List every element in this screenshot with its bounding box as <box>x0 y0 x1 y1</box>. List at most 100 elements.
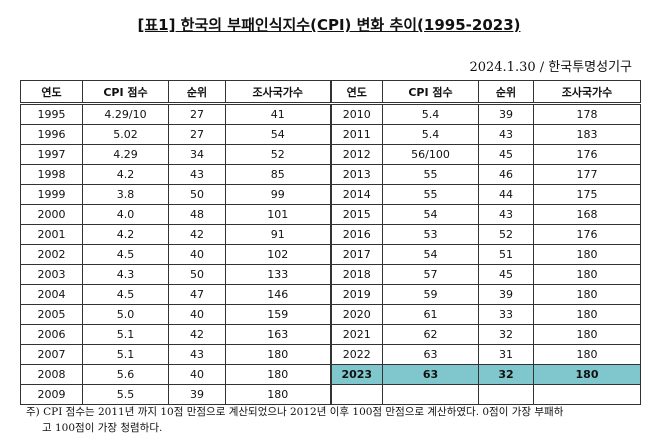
cell: 5.4 <box>382 103 479 125</box>
cell: 2007 <box>20 344 83 365</box>
cell: 1997 <box>20 144 83 165</box>
empty-cell <box>533 384 641 405</box>
cell: 2012 <box>329 144 383 165</box>
cell: 32 <box>478 324 534 345</box>
cell: 59 <box>382 284 479 305</box>
cell: 176 <box>533 144 641 165</box>
cell: 43 <box>478 204 534 225</box>
cell: 2004 <box>20 284 83 305</box>
cell: 180 <box>225 384 331 405</box>
empty-cell <box>478 384 534 405</box>
cell: 63 <box>382 364 479 385</box>
header-row: 연도 CPI 점수 순위 조사국가수 연도 CPI 점수 순위 조사국가수 <box>20 80 641 105</box>
cell: 2000 <box>20 204 83 225</box>
table-row: 2001 4.2 42 91 2016 53 52 176 <box>20 224 641 245</box>
cell: 133 <box>225 264 331 285</box>
cell: 178 <box>533 103 641 125</box>
cell: 2009 <box>20 384 83 405</box>
cell: 2013 <box>329 164 383 185</box>
cell: 57 <box>382 264 479 285</box>
cell: 63 <box>382 344 479 365</box>
cell: 2020 <box>329 304 383 325</box>
cell: 40 <box>168 364 226 385</box>
cell: 177 <box>533 164 641 185</box>
table-row: 2009 5.5 39 180 <box>20 384 641 405</box>
cell: 52 <box>478 224 534 245</box>
cell: 61 <box>382 304 479 325</box>
cell: 55 <box>382 164 479 185</box>
cell: 2014 <box>329 184 383 205</box>
cell: 176 <box>533 224 641 245</box>
cell: 4.29 <box>82 144 169 165</box>
cell: 52 <box>225 144 331 165</box>
header-cell: CPI 점수 <box>382 80 479 105</box>
cell: 27 <box>168 103 226 125</box>
cell: 50 <box>168 264 226 285</box>
cell: 101 <box>225 204 331 225</box>
cell: 5.0 <box>82 304 169 325</box>
cell: 27 <box>168 124 226 145</box>
cell: 5.5 <box>82 384 169 405</box>
table-row: 2004 4.5 47 146 2019 59 39 180 <box>20 284 641 305</box>
cell: 146 <box>225 284 331 305</box>
table-row: 1996 5.02 27 54 2011 5.4 43 183 <box>20 124 641 145</box>
cell: 2003 <box>20 264 83 285</box>
cell: 53 <box>382 224 479 245</box>
cell: 33 <box>478 304 534 325</box>
cell: 34 <box>168 144 226 165</box>
cell: 1999 <box>20 184 83 205</box>
cell: 2016 <box>329 224 383 245</box>
cell: 54 <box>382 244 479 265</box>
empty-cell <box>329 384 383 405</box>
footnote: 주) CPI 점수는 2011년 까지 10점 만점으로 계산되었으나 2012… <box>26 404 563 436</box>
table-row: 2000 4.0 48 101 2015 54 43 168 <box>20 204 641 225</box>
cell: 2011 <box>329 124 383 145</box>
cell: 45 <box>478 264 534 285</box>
empty-cell <box>382 384 479 405</box>
cell: 62 <box>382 324 479 345</box>
cell: 56/100 <box>382 144 479 165</box>
cell: 31 <box>478 344 534 365</box>
cell: 4.3 <box>82 264 169 285</box>
cell: 39 <box>478 284 534 305</box>
header-cell: 조사국가수 <box>225 80 331 105</box>
cell: 32 <box>478 364 534 385</box>
cell: 163 <box>225 324 331 345</box>
cell: 183 <box>533 124 641 145</box>
header-cell: CPI 점수 <box>82 80 169 105</box>
cell: 2001 <box>20 224 83 245</box>
source: 2024.1.30 / 한국투명성기구 <box>469 60 632 75</box>
cell: 2021 <box>329 324 383 345</box>
cell: 5.02 <box>82 124 169 145</box>
table-row: 1999 3.8 50 99 2014 55 44 175 <box>20 184 641 205</box>
header-cell: 연도 <box>20 80 83 105</box>
cell: 40 <box>168 244 226 265</box>
cell: 2018 <box>329 264 383 285</box>
table-row: 1995 4.29/10 27 41 2010 5.4 39 178 <box>20 103 641 125</box>
cell: 2019 <box>329 284 383 305</box>
cell: 5.1 <box>82 344 169 365</box>
cell: 44 <box>478 184 534 205</box>
cell: 50 <box>168 184 226 205</box>
table-row: 2006 5.1 42 163 2021 62 32 180 <box>20 324 641 345</box>
cell: 85 <box>225 164 331 185</box>
cpi-table: 연도 CPI 점수 순위 조사국가수 연도 CPI 점수 순위 조사국가수 1995 4.29/… <box>20 80 641 405</box>
table-row: 2005 5.0 40 159 2020 61 33 180 <box>20 304 641 325</box>
cell: 159 <box>225 304 331 325</box>
cell: 41 <box>225 103 331 125</box>
cell: 180 <box>533 364 641 385</box>
cell: 180 <box>533 264 641 285</box>
cell: 43 <box>168 344 226 365</box>
cell: 51 <box>478 244 534 265</box>
cell: 5.1 <box>82 324 169 345</box>
cell: 2022 <box>329 344 383 365</box>
cell: 43 <box>168 164 226 185</box>
cell: 4.5 <box>82 244 169 265</box>
cell: 54 <box>382 204 479 225</box>
cell: 2005 <box>20 304 83 325</box>
title: [표1] 한국의 부패인식지수(CPI) 변화 추이(1995-2023) <box>137 16 521 34</box>
cell: 48 <box>168 204 226 225</box>
cell: 2017 <box>329 244 383 265</box>
cell: 180 <box>533 324 641 345</box>
